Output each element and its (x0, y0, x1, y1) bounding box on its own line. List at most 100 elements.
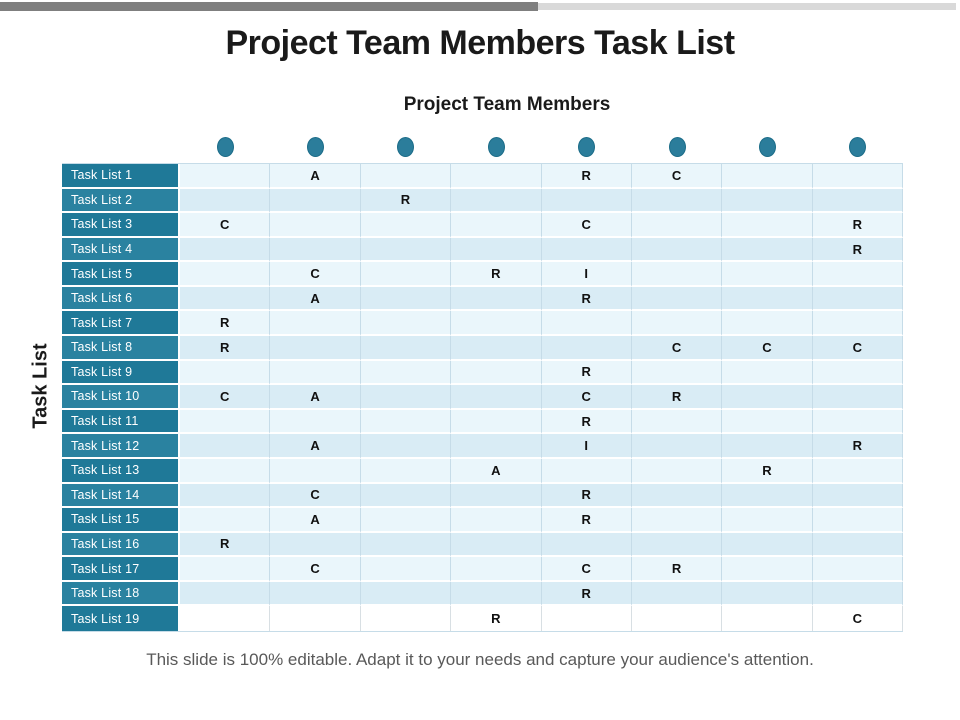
matrix-cell (360, 606, 452, 631)
matrix-cell (541, 188, 632, 214)
matrix-cell (812, 311, 903, 337)
matrix-cell: R (631, 385, 723, 410)
matrix-cell: A (270, 286, 361, 312)
matrix-cell (722, 237, 813, 263)
matrix-cell (812, 483, 903, 509)
matrix-cell (812, 188, 903, 214)
matrix-cell: R (541, 508, 632, 533)
matrix-cell (180, 262, 271, 287)
matrix-cell: C (631, 336, 723, 361)
matrix-cell (812, 508, 903, 533)
matrix-cell (451, 336, 542, 361)
team-member-column-2 (270, 134, 360, 160)
matrix-cell (180, 237, 271, 263)
team-member-circle-icon (397, 137, 415, 157)
matrix-cell (722, 286, 813, 312)
matrix-cell (270, 458, 361, 484)
matrix-cell (360, 336, 452, 361)
members-row (62, 134, 903, 160)
matrix-cell (722, 409, 813, 435)
top-accent-bar-dark (0, 2, 538, 11)
matrix-cell (451, 311, 542, 337)
matrix-cell (451, 385, 542, 410)
matrix-cell (360, 409, 452, 435)
matrix-cell (180, 360, 271, 386)
task-row-header: Task List 9 (62, 360, 180, 386)
matrix-cell: A (270, 508, 361, 533)
matrix-cell: R (541, 286, 632, 312)
matrix-cell (180, 483, 271, 509)
matrix-cell: C (722, 336, 813, 361)
matrix-cell (360, 360, 452, 386)
matrix-cell: C (270, 557, 361, 582)
matrix-cell (722, 164, 813, 189)
matrix-cell (812, 581, 903, 607)
matrix-cell: R (180, 532, 271, 558)
matrix-cell: I (541, 434, 632, 459)
matrix-cell (270, 311, 361, 337)
matrix-cell (812, 286, 903, 312)
team-member-column-3 (361, 134, 451, 160)
matrix-cell (270, 237, 361, 263)
matrix-cell (541, 606, 632, 631)
matrix-cell (360, 458, 452, 484)
matrix-cell (360, 286, 452, 312)
matrix-cell (451, 483, 542, 509)
matrix-cell: R (451, 262, 542, 287)
matrix-cell (722, 434, 813, 459)
matrix-cell (631, 581, 723, 607)
matrix-cell (270, 606, 361, 631)
matrix-cell (270, 336, 361, 361)
matrix-cell (722, 532, 813, 558)
matrix-cell: R (812, 237, 903, 263)
task-row-header: Task List 3 (62, 213, 180, 238)
matrix-cell (722, 606, 813, 631)
matrix-cell: C (270, 262, 361, 287)
task-row-header: Task List 16 (62, 532, 180, 558)
task-row-header: Task List 8 (62, 336, 180, 361)
matrix-cell (360, 532, 452, 558)
matrix-cell (180, 606, 271, 631)
matrix-cell (631, 311, 723, 337)
matrix-cell (631, 606, 723, 631)
matrix-cell: R (541, 409, 632, 435)
matrix-cell (631, 188, 723, 214)
matrix-cell: C (812, 336, 903, 361)
columns-axis-title: Project Team Members (403, 94, 611, 115)
matrix-cell (360, 483, 452, 509)
matrix-cell: C (541, 385, 632, 410)
task-row-header: Task List 13 (62, 458, 180, 484)
team-member-circle-icon (487, 137, 505, 157)
matrix-cell (722, 213, 813, 238)
matrix-cell (360, 213, 452, 238)
task-row-header: Task List 15 (62, 508, 180, 533)
matrix-cell (812, 409, 903, 435)
matrix-cell (270, 360, 361, 386)
matrix-cell (631, 434, 723, 459)
matrix-cell: R (360, 188, 452, 214)
matrix-cell: R (812, 213, 903, 238)
task-row-header: Task List 1 (62, 164, 180, 189)
matrix-cell (812, 532, 903, 558)
task-row-header: Task List 12 (62, 434, 180, 459)
matrix-cell: A (451, 458, 542, 484)
matrix-cell (360, 508, 452, 533)
matrix-cell: C (812, 606, 903, 631)
task-row-header: Task List 18 (62, 581, 180, 607)
members-row-spacer (62, 134, 180, 160)
matrix-cell (451, 164, 542, 189)
team-member-column-6 (632, 134, 722, 160)
team-member-column-8 (813, 134, 903, 160)
matrix-cell (812, 385, 903, 410)
matrix-cell: C (180, 213, 271, 238)
task-row-header: Task List 6 (62, 286, 180, 312)
matrix-cell: R (541, 581, 632, 607)
matrix-cell (631, 532, 723, 558)
matrix-cell (812, 458, 903, 484)
matrix-cell: R (541, 164, 632, 189)
matrix-cell (722, 508, 813, 533)
matrix-cell (631, 360, 723, 386)
matrix-cell (541, 458, 632, 484)
